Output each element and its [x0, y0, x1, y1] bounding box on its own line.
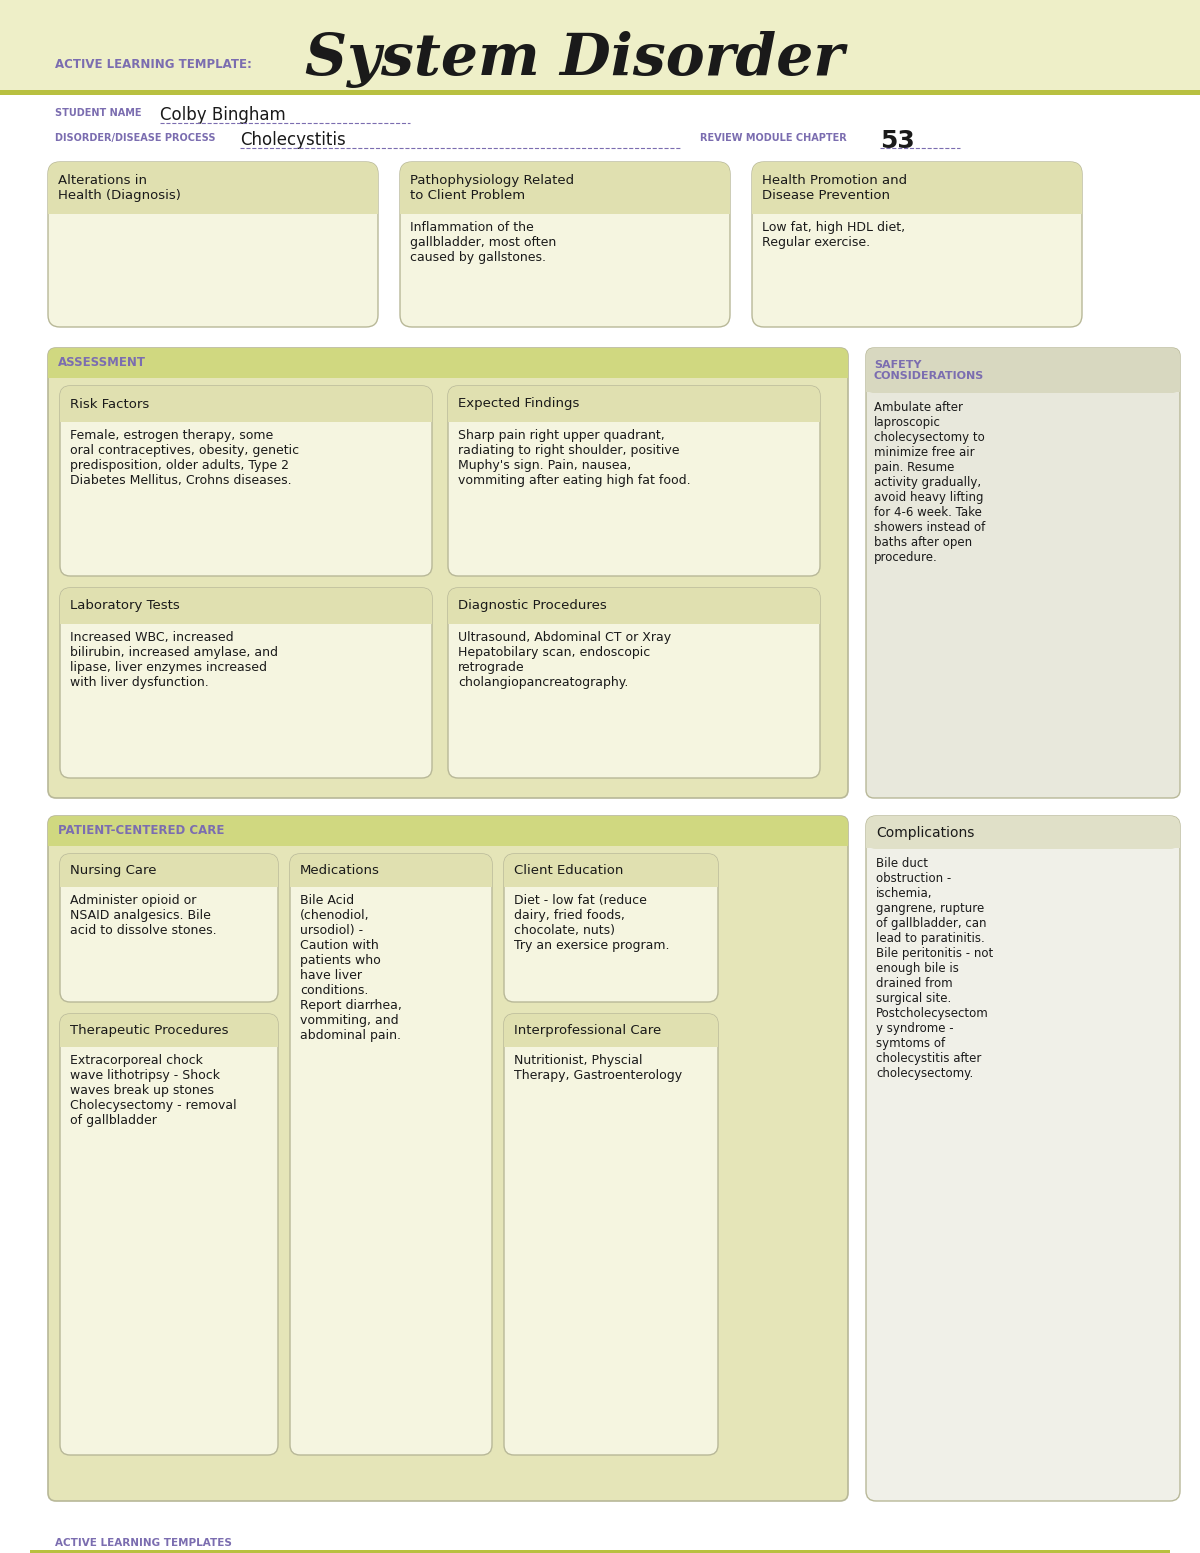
FancyBboxPatch shape	[504, 854, 718, 1002]
Text: Client Education: Client Education	[514, 863, 623, 877]
FancyBboxPatch shape	[48, 348, 848, 798]
Text: DISORDER/DISEASE PROCESS: DISORDER/DISEASE PROCESS	[55, 134, 216, 143]
Text: Cholecystitis: Cholecystitis	[240, 130, 346, 149]
FancyBboxPatch shape	[60, 387, 432, 576]
FancyBboxPatch shape	[866, 348, 1180, 393]
Text: Interprofessional Care: Interprofessional Care	[514, 1023, 661, 1037]
FancyBboxPatch shape	[448, 589, 820, 778]
Bar	[48, 363, 848, 377]
FancyBboxPatch shape	[866, 815, 1180, 849]
FancyBboxPatch shape	[752, 162, 1082, 328]
Bar	[0, 90, 1200, 95]
Text: Pathophysiology Related
to Client Problem: Pathophysiology Related to Client Proble…	[410, 174, 574, 202]
Text: Therapeutic Procedures: Therapeutic Procedures	[70, 1023, 228, 1037]
FancyBboxPatch shape	[60, 854, 278, 1002]
Text: Female, estrogen therapy, some
oral contraceptives, obesity, genetic
predisposit: Female, estrogen therapy, some oral cont…	[70, 429, 299, 488]
FancyBboxPatch shape	[48, 162, 378, 214]
Text: Extracorporeal chock
wave lithotripsy - Shock
waves break up stones
Cholecysecto: Extracorporeal chock wave lithotripsy - …	[70, 1054, 236, 1127]
Text: Diet - low fat (reduce
dairy, fried foods,
chocolate, nuts)
Try an exersice prog: Diet - low fat (reduce dairy, fried food…	[514, 895, 670, 952]
FancyBboxPatch shape	[60, 589, 432, 778]
Text: ACTIVE LEARNING TEMPLATE:: ACTIVE LEARNING TEMPLATE:	[55, 59, 252, 71]
Text: Bile duct
obstruction -
ischemia,
gangrene, rupture
of gallbladder, can
lead to : Bile duct obstruction - ischemia, gangre…	[876, 857, 994, 1079]
FancyBboxPatch shape	[504, 854, 718, 887]
Text: Increased WBC, increased
bilirubin, increased amylase, and
lipase, liver enzymes: Increased WBC, increased bilirubin, incr…	[70, 631, 278, 690]
Text: Health Promotion and
Disease Prevention: Health Promotion and Disease Prevention	[762, 174, 907, 202]
Text: Nutritionist, Physcial
Therapy, Gastroenterology: Nutritionist, Physcial Therapy, Gastroen…	[514, 1054, 682, 1082]
Text: ASSESSMENT: ASSESSMENT	[58, 357, 146, 370]
Text: REVIEW MODULE CHAPTER: REVIEW MODULE CHAPTER	[700, 134, 847, 143]
Bar	[400, 202, 730, 214]
FancyBboxPatch shape	[60, 1014, 278, 1047]
FancyBboxPatch shape	[48, 815, 848, 1502]
FancyBboxPatch shape	[400, 162, 730, 328]
FancyBboxPatch shape	[48, 348, 848, 377]
Bar	[866, 370, 1180, 391]
Text: Ultrasound, Abdominal CT or Xray
Hepatobilary scan, endoscopic
retrograde
cholan: Ultrasound, Abdominal CT or Xray Hepatob…	[458, 631, 671, 690]
Text: Alterations in
Health (Diagnosis): Alterations in Health (Diagnosis)	[58, 174, 181, 202]
FancyBboxPatch shape	[504, 1014, 718, 1047]
Bar	[504, 1037, 718, 1047]
Bar	[60, 613, 432, 624]
FancyBboxPatch shape	[290, 854, 492, 887]
Text: PATIENT-CENTERED CARE: PATIENT-CENTERED CARE	[58, 825, 224, 837]
Bar	[752, 202, 1082, 214]
Text: STUDENT NAME: STUDENT NAME	[55, 109, 142, 118]
Bar	[48, 831, 848, 846]
Text: 53: 53	[880, 129, 914, 154]
FancyBboxPatch shape	[448, 589, 820, 624]
Bar	[504, 877, 718, 887]
FancyBboxPatch shape	[448, 387, 820, 576]
Text: Risk Factors: Risk Factors	[70, 398, 149, 410]
Bar	[448, 412, 820, 422]
Bar	[0, 0, 1200, 95]
Text: System Disorder: System Disorder	[305, 31, 844, 89]
Bar	[60, 412, 432, 422]
Text: Medications: Medications	[300, 863, 380, 877]
FancyBboxPatch shape	[60, 854, 278, 887]
Text: SAFETY
CONSIDERATIONS: SAFETY CONSIDERATIONS	[874, 360, 984, 382]
Text: Sharp pain right upper quadrant,
radiating to right shoulder, positive
Muphy's s: Sharp pain right upper quadrant, radiati…	[458, 429, 691, 488]
FancyBboxPatch shape	[866, 815, 1180, 1502]
Text: Laboratory Tests: Laboratory Tests	[70, 599, 180, 612]
Bar	[866, 832, 1180, 848]
FancyBboxPatch shape	[448, 387, 820, 422]
Text: Inflammation of the
gallbladder, most often
caused by gallstones.: Inflammation of the gallbladder, most of…	[410, 221, 557, 264]
Text: Bile Acid
(chenodiol,
ursodiol) -
Caution with
patients who
have liver
condition: Bile Acid (chenodiol, ursodiol) - Cautio…	[300, 895, 402, 1042]
Bar	[48, 202, 378, 214]
FancyBboxPatch shape	[60, 1014, 278, 1455]
Text: ACTIVE LEARNING TEMPLATES: ACTIVE LEARNING TEMPLATES	[55, 1537, 232, 1548]
Text: Nursing Care: Nursing Care	[70, 863, 156, 877]
FancyBboxPatch shape	[752, 162, 1082, 214]
Bar	[60, 877, 278, 887]
FancyBboxPatch shape	[504, 1014, 718, 1455]
FancyBboxPatch shape	[290, 854, 492, 1455]
Bar	[60, 1037, 278, 1047]
FancyBboxPatch shape	[60, 387, 432, 422]
FancyBboxPatch shape	[400, 162, 730, 214]
Text: Complications: Complications	[876, 826, 974, 840]
FancyBboxPatch shape	[60, 589, 432, 624]
Bar	[448, 613, 820, 624]
FancyBboxPatch shape	[866, 348, 1180, 798]
Text: Expected Findings: Expected Findings	[458, 398, 580, 410]
Text: Low fat, high HDL diet,
Regular exercise.: Low fat, high HDL diet, Regular exercise…	[762, 221, 905, 248]
Text: Administer opioid or
NSAID analgesics. Bile
acid to dissolve stones.: Administer opioid or NSAID analgesics. B…	[70, 895, 217, 936]
FancyBboxPatch shape	[48, 815, 848, 846]
Bar	[290, 877, 492, 887]
Text: Ambulate after
laproscopic
cholecysectomy to
minimize free air
pain. Resume
acti: Ambulate after laproscopic cholecysectom…	[874, 401, 985, 564]
Bar	[30, 1550, 1170, 1553]
Text: Colby Bingham: Colby Bingham	[160, 106, 286, 124]
Text: Diagnostic Procedures: Diagnostic Procedures	[458, 599, 607, 612]
FancyBboxPatch shape	[48, 162, 378, 328]
